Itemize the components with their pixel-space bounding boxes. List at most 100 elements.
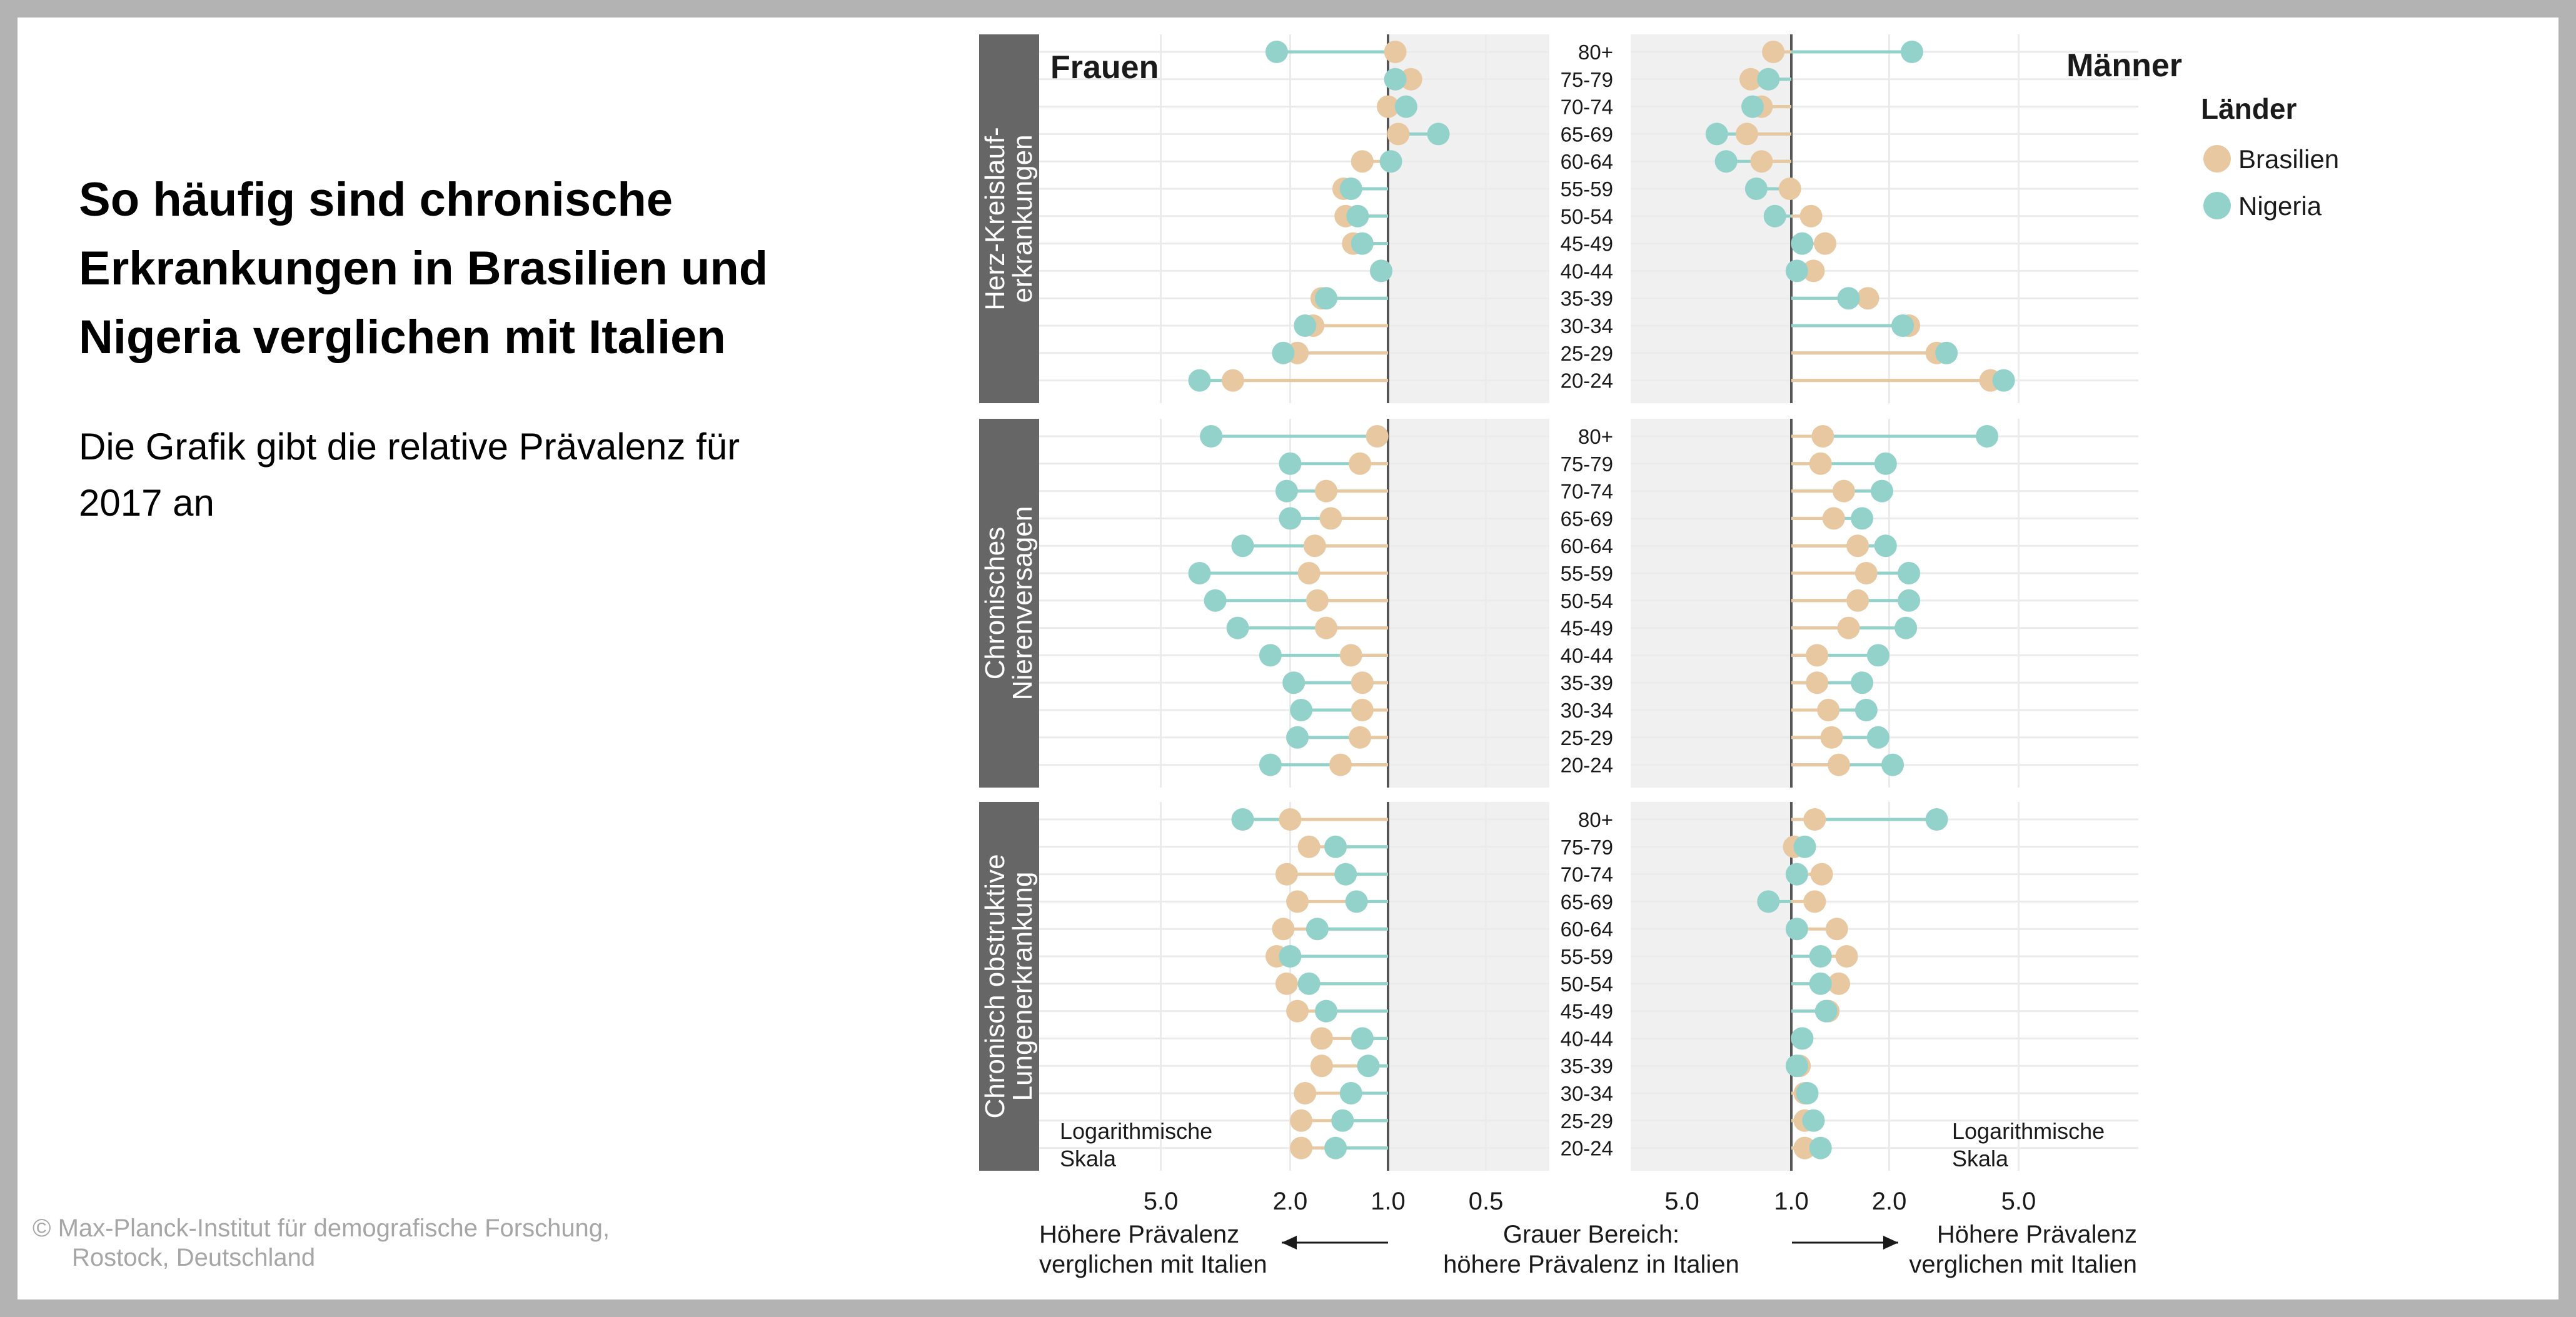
dot-brasilien-maenner [1820,726,1843,749]
maenner-gray-zone [1631,419,1791,788]
dot-nigeria-frauen [1282,671,1305,694]
age-label: 20-24 [1561,754,1613,777]
dot-nigeria-maenner [1871,480,1893,503]
subtitle-line-2: 2017 an [79,482,214,524]
dot-nigeria-frauen [1315,287,1337,309]
x-tick-label-maenner: 5.0 [2001,1188,2036,1215]
age-label: 40-44 [1561,644,1613,667]
dot-brasilien-maenner [1800,205,1823,228]
dot-brasilien-frauen [1298,562,1321,584]
dot-brasilien-frauen [1349,726,1371,749]
center-caption-line-1: Grauer Bereich: [1503,1221,1679,1248]
dot-nigeria-frauen [1346,890,1368,913]
dot-brasilien-maenner [1826,918,1848,940]
dot-nigeria-frauen [1370,259,1392,282]
strip-label-1: ChronischesNierenversagen [980,506,1038,701]
copyright-line-2: Rostock, Deutschland [72,1244,315,1271]
age-label: 45-49 [1561,1000,1613,1023]
dot-brasilien-maenner [1833,480,1855,503]
dot-nigeria-frauen [1298,973,1321,995]
dot-nigeria-frauen [1340,1082,1362,1104]
dot-brasilien-maenner [1809,453,1832,475]
age-label: 55-59 [1561,178,1613,201]
log-note-right-line-1: Logarithmische [1952,1118,2105,1144]
dot-nigeria-maenner [1745,178,1768,200]
dot-brasilien-maenner [1803,890,1826,913]
right-caption-line-2: verglichen mit Italien [1909,1251,2137,1278]
dot-brasilien-maenner [1762,41,1784,63]
dot-brasilien-frauen [1315,617,1337,639]
dot-nigeria-maenner [1867,726,1889,749]
age-label: 55-59 [1561,562,1613,585]
dot-nigeria-maenner [1874,534,1897,557]
dot-nigeria-frauen [1324,836,1347,858]
dot-nigeria-frauen [1331,1109,1354,1132]
right-caption-line-1: Höhere Prävalenz [1937,1221,2137,1248]
dot-brasilien-maenner [1846,534,1869,557]
dot-nigeria-frauen [1279,507,1301,529]
dot-nigeria-frauen [1380,150,1402,173]
dot-nigeria-maenner [1881,754,1904,776]
strip-label-2: Chronisch obstruktiveLungenerkrankung [980,854,1038,1118]
dot-brasilien-frauen [1315,480,1337,503]
dot-nigeria-frauen [1189,562,1211,584]
dot-nigeria-frauen [1306,918,1329,940]
frauen-gray-zone [1388,419,1549,788]
age-label: 80+ [1578,425,1613,448]
dot-brasilien-maenner [1806,671,1828,694]
x-tick-label-maenner: 2.0 [1872,1188,1907,1215]
dot-nigeria-maenner [1809,945,1832,968]
dot-brasilien-frauen [1286,890,1309,913]
dot-nigeria-frauen [1346,205,1369,228]
age-label: 40-44 [1561,1027,1613,1050]
main-title-line-2: Erkrankungen in Brasilien und [79,242,768,295]
dot-nigeria-frauen [1351,233,1374,255]
x-tick-label-frauen: 1.0 [1371,1188,1406,1215]
dot-brasilien-maenner [1811,863,1833,886]
age-label: 65-69 [1561,507,1613,530]
strip-label-line: Chronisches [980,527,1010,680]
age-label: 35-39 [1561,287,1613,310]
dot-brasilien-frauen [1340,644,1362,666]
dot-nigeria-frauen [1204,589,1227,612]
age-label: 80+ [1578,808,1613,831]
dot-brasilien-frauen [1290,1109,1312,1132]
age-label: 70-74 [1561,96,1613,119]
dot-brasilien-maenner [1828,754,1850,776]
dot-brasilien-frauen [1384,41,1407,63]
dot-nigeria-frauen [1189,369,1211,392]
age-label: 55-59 [1561,945,1613,968]
log-note-right-line-2: Skala [1952,1146,2009,1171]
legend-dot-brasilien [2203,145,2231,173]
dot-nigeria-maenner [1786,1054,1808,1077]
dot-brasilien-maenner [1846,589,1869,612]
dot-brasilien-frauen [1275,973,1298,995]
strip-label-line: Nierenversagen [1007,506,1038,701]
dot-brasilien-maenner [1823,507,1845,529]
dot-nigeria-frauen [1279,945,1301,968]
dot-brasilien-frauen [1272,918,1294,940]
dot-brasilien-maenner [1803,808,1826,831]
dot-nigeria-maenner [1791,1027,1813,1049]
maenner-label: Männer [2066,48,2182,84]
main-title-line-1: So häufig sind chronische [79,173,673,226]
age-label: 75-79 [1561,836,1613,859]
dot-nigeria-maenner [1741,96,1764,118]
dot-brasilien-frauen [1294,1082,1316,1104]
dot-nigeria-frauen [1427,123,1450,145]
legend-label-nigeria: Nigeria [2238,191,2322,221]
dot-brasilien-frauen [1351,150,1374,173]
dot-nigeria-frauen [1259,754,1282,776]
age-label: 30-34 [1561,1082,1613,1105]
dot-nigeria-maenner [1802,1109,1824,1132]
dot-nigeria-maenner [1993,369,2015,392]
age-label: 25-29 [1561,726,1613,749]
age-label: 60-64 [1561,534,1613,558]
x-tick-label-maenner: 5.0 [1664,1188,1699,1215]
x-tick-label-frauen: 0.5 [1469,1188,1504,1215]
frauen-label: Frauen [1050,49,1159,86]
legend-label-brasilien: Brasilien [2238,144,2339,174]
dot-brasilien-frauen [1351,671,1374,694]
x-tick-label-frauen: 2.0 [1273,1188,1308,1215]
dot-brasilien-frauen [1387,123,1409,145]
